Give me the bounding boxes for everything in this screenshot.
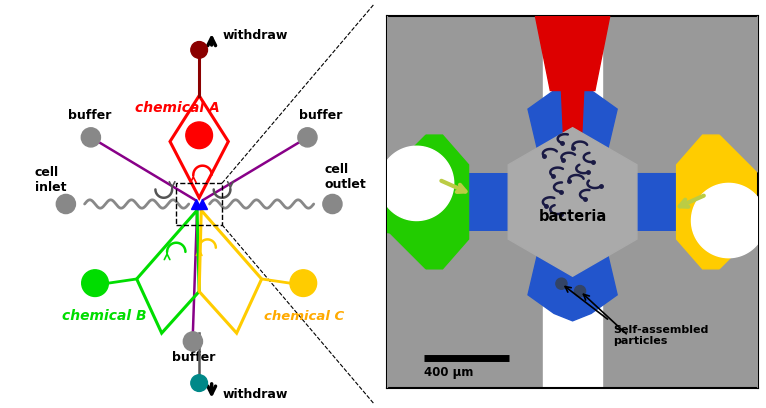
Text: bacteria: bacteria <box>538 209 607 224</box>
Circle shape <box>290 270 316 297</box>
Polygon shape <box>508 128 637 276</box>
Text: cell
inlet: cell inlet <box>34 166 66 194</box>
Polygon shape <box>684 16 758 172</box>
Circle shape <box>556 278 567 289</box>
Polygon shape <box>387 135 469 269</box>
Polygon shape <box>535 16 610 91</box>
Text: buffer: buffer <box>299 109 342 122</box>
Polygon shape <box>602 61 758 172</box>
Text: withdraw: withdraw <box>222 29 287 42</box>
Polygon shape <box>379 146 453 221</box>
Text: withdraw: withdraw <box>222 388 287 401</box>
Polygon shape <box>602 157 692 246</box>
Bar <box>176 183 222 225</box>
Circle shape <box>191 375 208 391</box>
Polygon shape <box>692 183 766 258</box>
Text: chemical A: chemical A <box>135 101 219 115</box>
Text: buffer: buffer <box>68 109 111 122</box>
Text: 400 μm: 400 μm <box>424 366 473 379</box>
Polygon shape <box>528 83 617 172</box>
Circle shape <box>56 195 76 213</box>
Circle shape <box>298 128 317 147</box>
Polygon shape <box>387 16 758 388</box>
Polygon shape <box>387 172 758 232</box>
Polygon shape <box>561 91 584 172</box>
Circle shape <box>191 42 208 58</box>
Polygon shape <box>387 61 543 172</box>
Polygon shape <box>387 172 461 232</box>
Circle shape <box>574 286 585 297</box>
Circle shape <box>183 332 202 351</box>
Circle shape <box>81 128 100 147</box>
Text: cell
outlet: cell outlet <box>324 163 366 191</box>
Polygon shape <box>602 232 758 343</box>
Polygon shape <box>684 232 758 388</box>
Circle shape <box>82 270 108 297</box>
Polygon shape <box>543 16 602 388</box>
Polygon shape <box>676 135 758 269</box>
Text: buffer: buffer <box>172 351 215 364</box>
Polygon shape <box>528 232 617 321</box>
Circle shape <box>322 195 342 213</box>
Polygon shape <box>453 157 543 246</box>
Text: chemical C: chemical C <box>264 310 344 323</box>
Polygon shape <box>387 16 543 172</box>
Text: chemical B: chemical B <box>62 309 146 324</box>
Circle shape <box>186 122 212 149</box>
Polygon shape <box>387 16 461 172</box>
Text: Self-assembled
particles: Self-assembled particles <box>614 324 709 346</box>
Polygon shape <box>387 172 453 232</box>
Polygon shape <box>387 16 469 172</box>
Polygon shape <box>387 232 543 343</box>
Polygon shape <box>387 232 461 388</box>
